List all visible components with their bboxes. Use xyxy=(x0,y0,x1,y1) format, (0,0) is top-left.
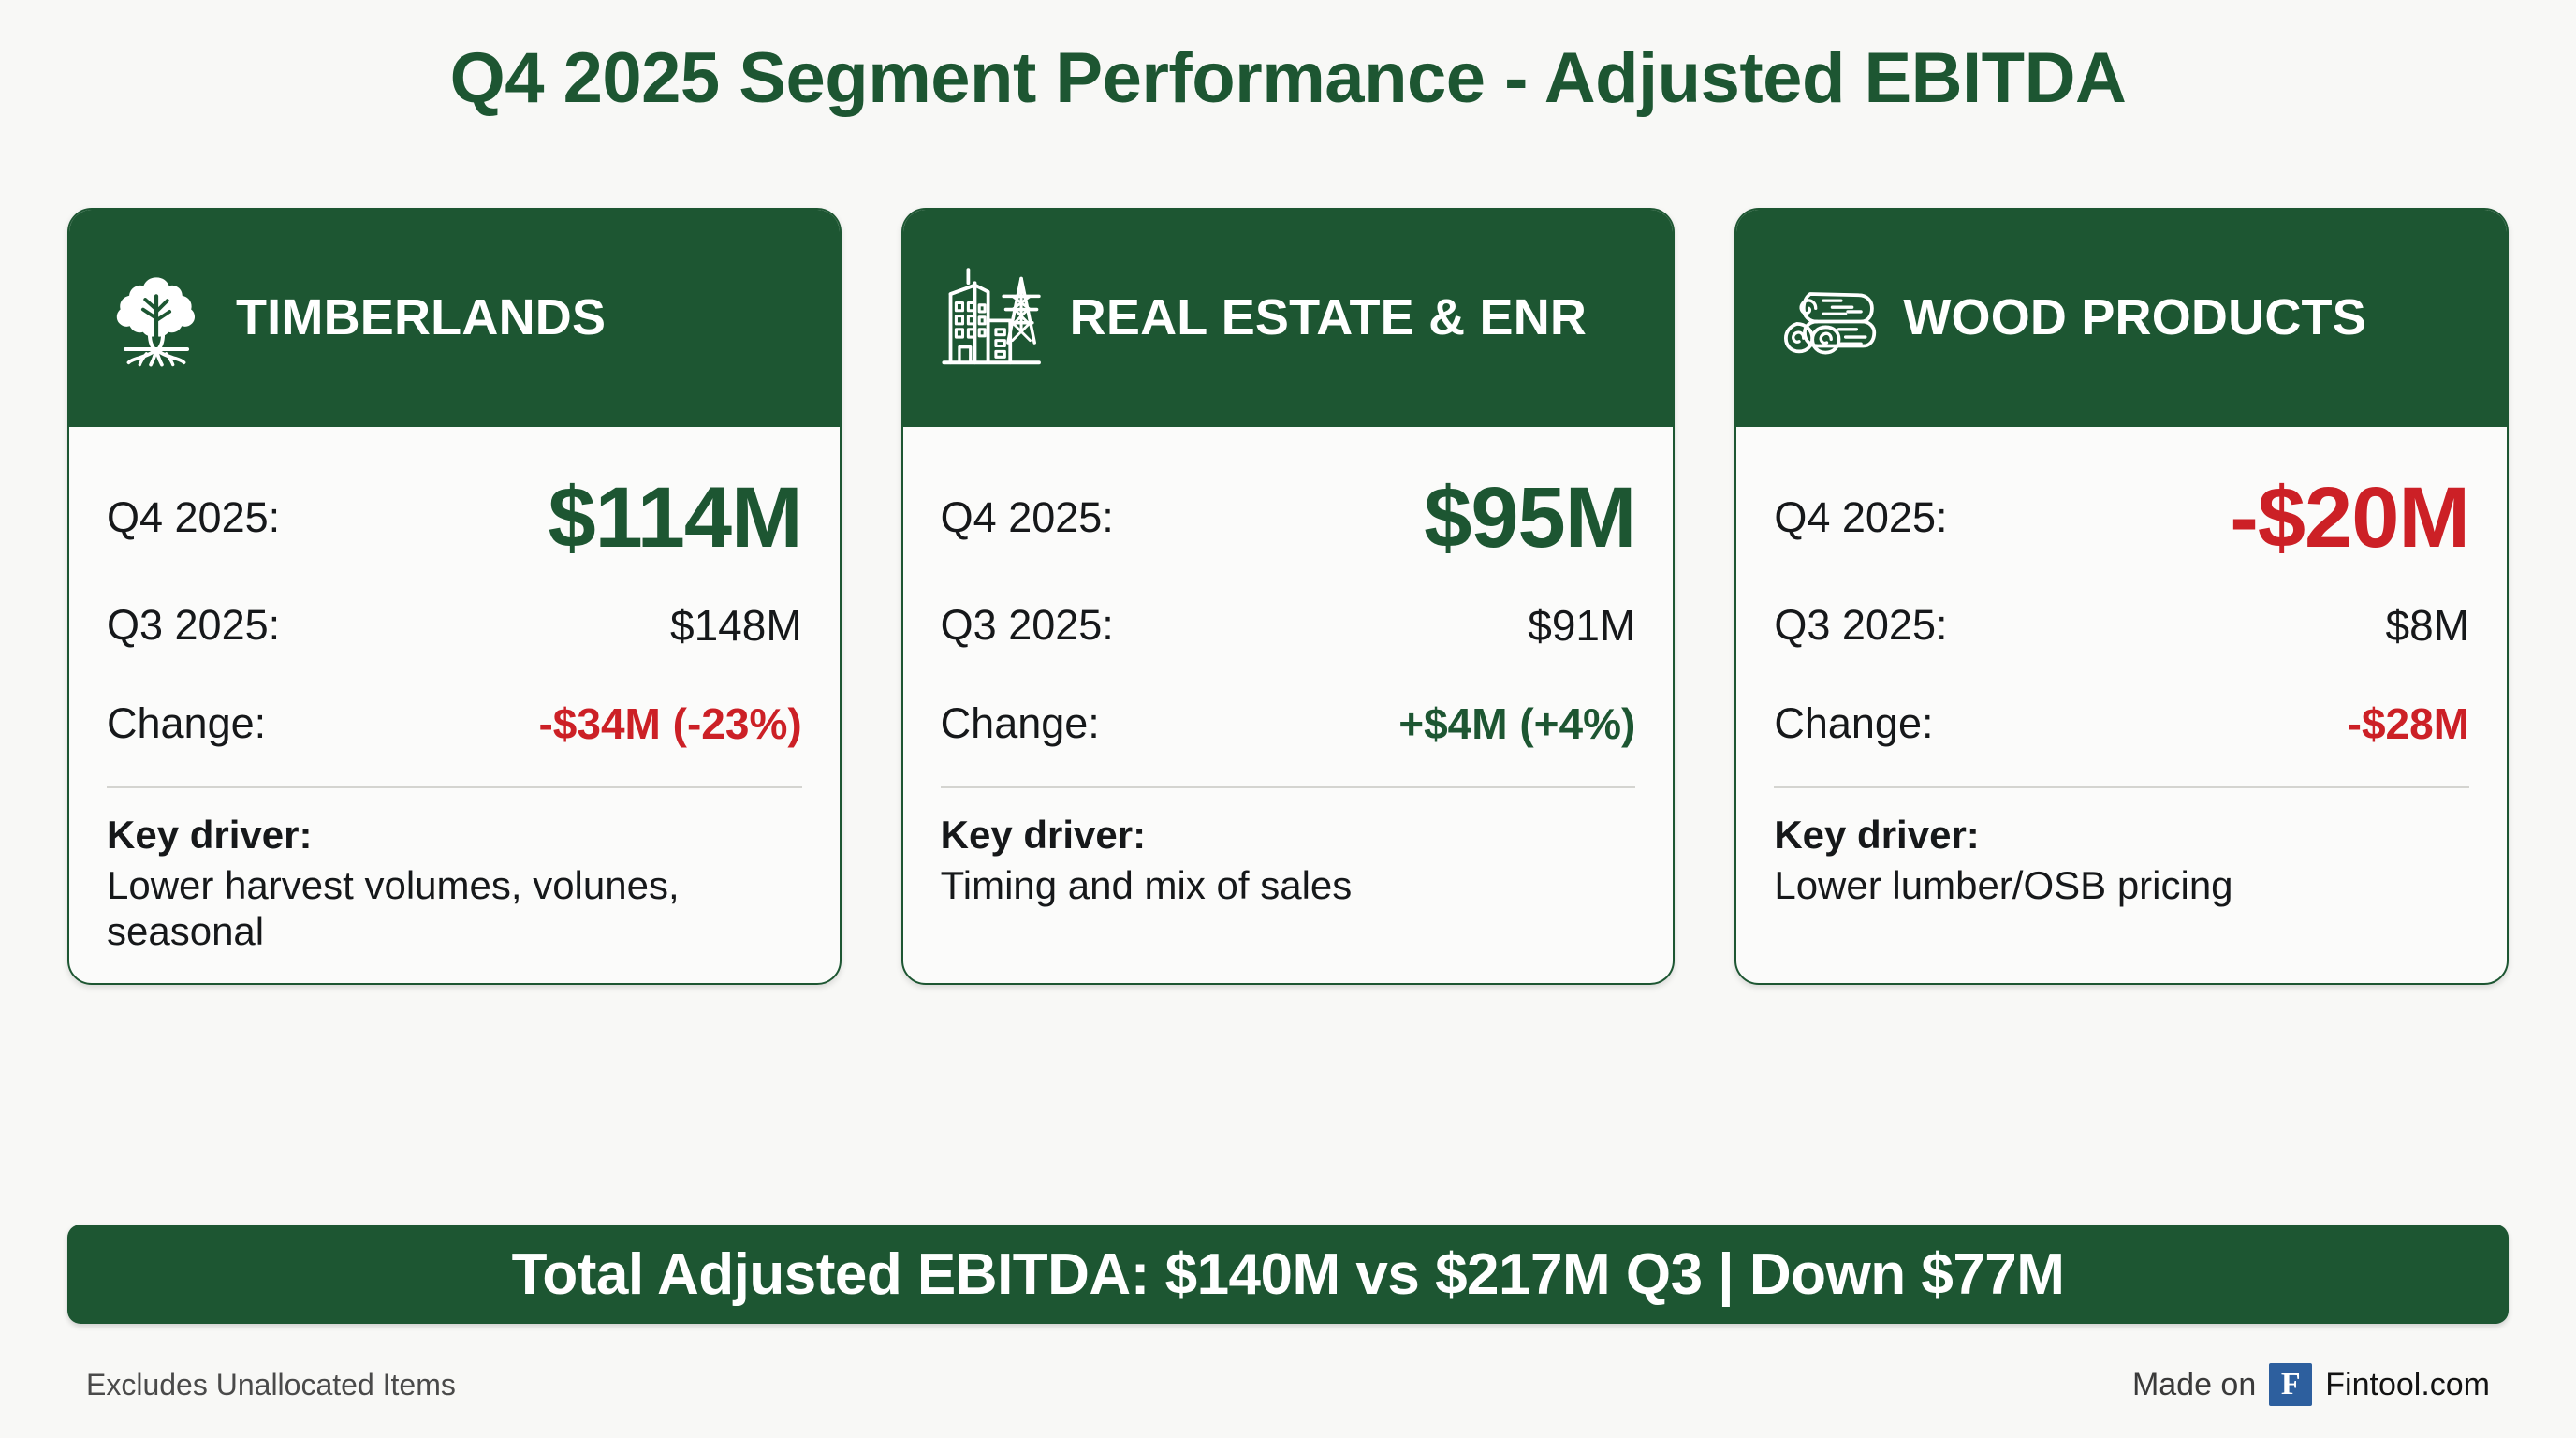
footnote-text: Excludes Unallocated Items xyxy=(86,1367,456,1401)
change-label: Change: xyxy=(1774,699,1934,747)
key-driver-text: Lower lumber/OSB pricing xyxy=(1774,863,2233,907)
q4-value: -$20M xyxy=(2230,469,2470,565)
card-header: REAL ESTATE & ENR xyxy=(902,210,1674,427)
total-ebitda-banner: Total Adjusted EBITDA: $140M vs $217M Q3… xyxy=(67,1225,2509,1324)
segment-card-real-estate-enr: REAL ESTATE & ENR Q4 2025: $95M Q3 2025:… xyxy=(900,208,1676,985)
key-driver-label: Key driver: xyxy=(1774,813,1980,857)
card-body: Q4 2025: $114M Q3 2025: $148M Change: -$… xyxy=(69,427,840,983)
q3-row: Q3 2025: $148M xyxy=(107,577,802,674)
change-row: Change: -$28M xyxy=(1774,674,2469,773)
key-driver-text: Timing and mix of sales xyxy=(940,863,1353,907)
change-label: Change: xyxy=(940,699,1100,747)
tree-icon xyxy=(101,263,212,374)
fintool-brand-name: Fintool.com xyxy=(2325,1366,2490,1402)
q3-value: $8M xyxy=(2385,601,2470,650)
card-title: WOOD PRODUCTS xyxy=(1903,289,2366,346)
divider xyxy=(940,786,1636,788)
segment-cards-row: TIMBERLANDS Q4 2025: $114M Q3 2025: $148… xyxy=(67,208,2510,985)
key-driver-label: Key driver: xyxy=(107,813,313,857)
divider xyxy=(1774,786,2470,788)
q4-label: Q4 2025: xyxy=(1774,493,1948,541)
key-driver-label: Key driver: xyxy=(940,813,1147,857)
q4-label: Q4 2025: xyxy=(107,493,281,541)
q3-row: Q3 2025: $91M xyxy=(941,577,1636,674)
card-body: Q4 2025: -$20M Q3 2025: $8M Change: -$28… xyxy=(1736,427,2507,983)
change-row: Change: +$4M (+4%) xyxy=(941,674,1636,773)
q3-label: Q3 2025: xyxy=(940,601,1114,649)
page-title: Q4 2025 Segment Performance - Adjusted E… xyxy=(449,38,2127,118)
footer: Excludes Unallocated Items Made on F Fin… xyxy=(86,1363,2490,1406)
change-value: +$4M (+4%) xyxy=(1398,699,1636,748)
q3-value: $148M xyxy=(670,601,802,650)
q3-label: Q3 2025: xyxy=(107,601,281,649)
fintool-logo-icon: F xyxy=(2269,1363,2313,1406)
segment-card-wood-products: WOOD PRODUCTS Q4 2025: -$20M Q3 2025: $8… xyxy=(1734,208,2510,985)
divider xyxy=(107,786,802,788)
change-row: Change: -$34M (-23%) xyxy=(107,674,802,773)
change-value: -$34M (-23%) xyxy=(538,699,802,748)
key-driver-text: Lower harvest volumes, volunes, seasonal xyxy=(107,863,680,953)
card-title: TIMBERLANDS xyxy=(236,289,607,346)
q3-row: Q3 2025: $8M xyxy=(1774,577,2469,674)
card-body: Q4 2025: $95M Q3 2025: $91M Change: +$4M… xyxy=(903,427,1674,983)
fintool-attribution: Made on F Fintool.com xyxy=(2132,1363,2490,1406)
q4-value: $95M xyxy=(1424,469,1636,565)
q4-label: Q4 2025: xyxy=(940,493,1114,541)
card-header: TIMBERLANDS xyxy=(69,210,840,427)
logs-icon xyxy=(1768,263,1879,374)
q3-value: $91M xyxy=(1528,601,1636,650)
buildings-power-tower-icon xyxy=(935,263,1046,374)
segment-card-timberlands: TIMBERLANDS Q4 2025: $114M Q3 2025: $148… xyxy=(67,208,842,985)
change-value: -$28M xyxy=(2347,699,2470,748)
q4-row: Q4 2025: $95M xyxy=(940,459,1637,577)
change-label: Change: xyxy=(107,699,267,747)
q4-row: Q4 2025: $114M xyxy=(107,459,803,577)
card-title: REAL ESTATE & ENR xyxy=(1069,289,1588,346)
made-on-label: Made on xyxy=(2131,1366,2257,1402)
total-ebitda-text: Total Adjusted EBITDA: $140M vs $217M Q3… xyxy=(511,1241,2065,1307)
q3-label: Q3 2025: xyxy=(1774,601,1948,649)
q4-value: $114M xyxy=(548,469,802,565)
q4-row: Q4 2025: -$20M xyxy=(1774,459,2470,577)
card-header: WOOD PRODUCTS xyxy=(1736,210,2508,427)
